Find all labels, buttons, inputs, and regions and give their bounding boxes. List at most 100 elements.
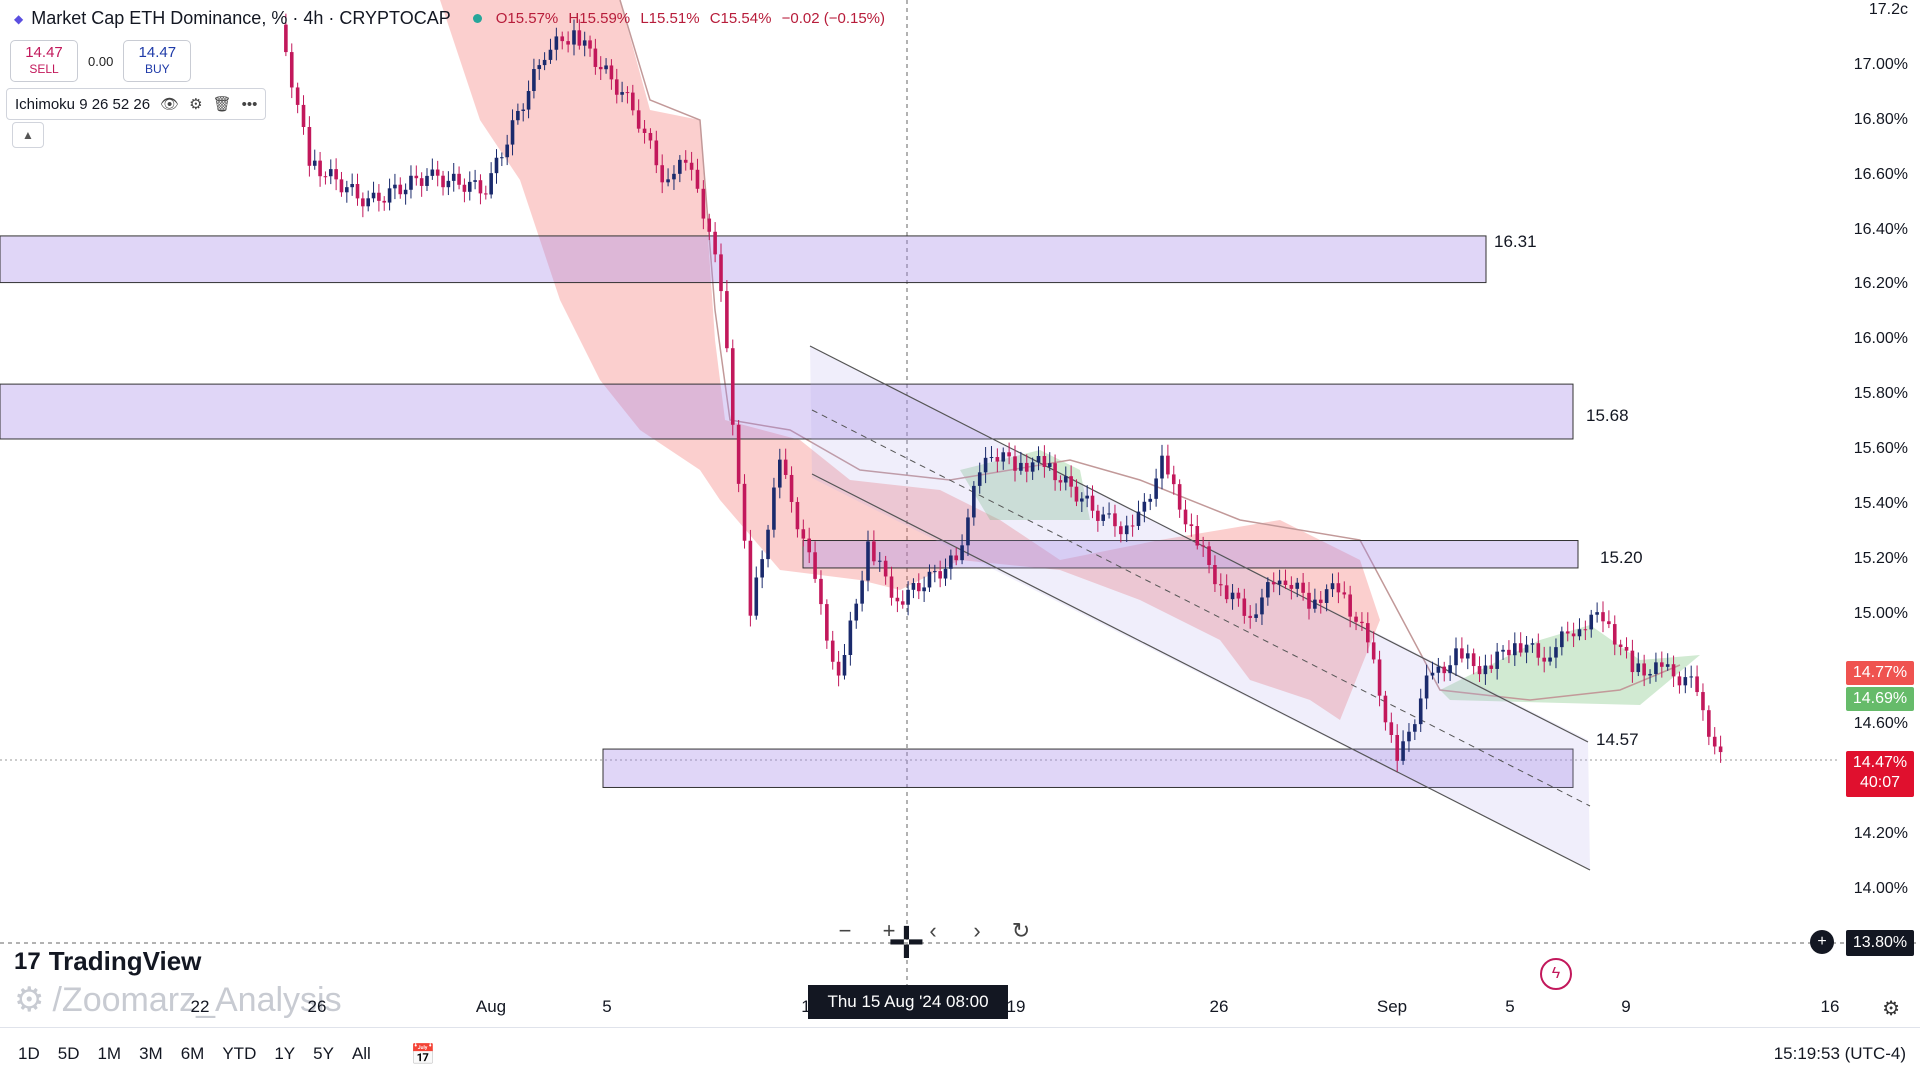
candle-body (598, 66, 603, 70)
eye-icon[interactable]: 👁 (160, 96, 180, 113)
candle-body (572, 30, 576, 45)
range-1y[interactable]: 1Y (274, 1044, 296, 1063)
reset-chart-button[interactable]: ↻ (1011, 918, 1031, 943)
symbol-title[interactable]: Market Cap ETH Dominance, % · 4h · CRYPT… (31, 8, 451, 28)
range-5d[interactable]: 5D (57, 1044, 80, 1063)
candle-body (318, 160, 322, 177)
buy-button[interactable]: 14.47 BUY (123, 40, 192, 82)
clock[interactable]: 15:19:53 (UTC-4) (1773, 1044, 1906, 1063)
calendar-icon[interactable]: 📅 (410, 1043, 436, 1066)
candle-body (1277, 580, 1282, 585)
more-icon[interactable]: ••• (241, 95, 258, 113)
candle-body (1271, 582, 1276, 585)
candle-body (548, 49, 553, 60)
candle-body (1424, 675, 1429, 699)
time-tick: Sep (1376, 997, 1408, 1016)
candle-body (1654, 662, 1658, 674)
candle-body (1318, 599, 1323, 603)
zone-14-57 (602, 748, 1574, 788)
candle-body (813, 552, 817, 579)
settings-icon[interactable]: ⚙ (189, 96, 203, 113)
candle-body (473, 180, 477, 182)
chart-nav-controls: − + ‹ › ↻ (830, 918, 1036, 944)
collapse-legend-button[interactable]: ▲ (12, 122, 44, 148)
candle-body (1053, 463, 1057, 481)
chart-settings-icon[interactable]: ⚙ (1882, 998, 1900, 1020)
candle-body (323, 176, 328, 178)
candle-body (1495, 651, 1499, 669)
candle-body (614, 79, 619, 95)
candle-body (457, 173, 461, 185)
candle-body (1383, 695, 1388, 723)
add-alert-button[interactable]: + (1810, 930, 1834, 954)
candle-body (1471, 653, 1476, 667)
candle-body (1242, 598, 1247, 616)
sell-button[interactable]: 14.47 SELL (10, 40, 78, 82)
range-all[interactable]: All (351, 1044, 371, 1063)
candle-body (689, 162, 694, 170)
candle-body (609, 65, 614, 80)
candle-body (1148, 498, 1153, 502)
candle-body (883, 560, 888, 577)
candle-body (1530, 643, 1535, 645)
candle-body (772, 487, 776, 530)
candle-body (339, 179, 344, 193)
zone-label-15-20: 15.20 (1600, 548, 1643, 567)
candle-body (660, 165, 664, 183)
candle-body (1113, 513, 1117, 527)
candle-body (848, 620, 853, 655)
price-tick: 14.00% (1853, 880, 1908, 897)
zoom-in-button[interactable]: + (882, 918, 896, 943)
range-1d[interactable]: 1D (18, 1044, 40, 1063)
candle-body (938, 571, 942, 579)
candle-body (371, 192, 376, 199)
support-resistance-zones[interactable] (0, 235, 1579, 788)
indicator-legend[interactable]: Ichimoku 9 26 52 26 👁 ⚙ 🗑 ••• (6, 88, 267, 120)
spread-value: 0.00 (88, 53, 114, 69)
trash-icon[interactable]: 🗑 (212, 96, 232, 113)
candle-body (807, 538, 811, 553)
ichimoku-cloud-bearish (440, 0, 1380, 720)
last-price: 14.47% (1852, 754, 1908, 771)
candle-body (801, 529, 806, 539)
candle-body (1042, 456, 1047, 467)
candle-body (1130, 525, 1135, 527)
price-axis[interactable]: 17.2c 17.00% 16.80% 16.60% 16.40% 16.20%… (1840, 0, 1920, 1010)
buy-label: BUY (144, 62, 170, 76)
candle-body (289, 52, 294, 88)
candle-body (877, 560, 882, 562)
lightning-icon[interactable]: ϟ (1540, 958, 1572, 990)
candle-body (620, 92, 624, 95)
candle-body (1160, 455, 1164, 479)
zone-label-14-57: 14.57 (1596, 730, 1639, 749)
candle-body (1069, 476, 1073, 487)
candle-body (577, 30, 582, 46)
time-tick: 16 (1820, 997, 1840, 1016)
candle-body (1142, 501, 1147, 512)
candle-body (1577, 629, 1582, 637)
bar-countdown: 40:07 (1859, 774, 1901, 791)
range-3m[interactable]: 3M (139, 1044, 163, 1063)
candle-body (1119, 526, 1123, 535)
price-tick: 16.00% (1853, 330, 1908, 347)
scroll-right-button[interactable]: › (973, 918, 981, 943)
candle-body (895, 597, 900, 602)
candle-body (872, 541, 876, 562)
candle-body (1407, 731, 1411, 742)
range-5y[interactable]: 5Y (313, 1044, 334, 1063)
range-6m[interactable]: 6M (180, 1044, 205, 1063)
range-1m[interactable]: 1M (97, 1044, 122, 1063)
candle-body (1418, 698, 1423, 725)
watermark-text: /Zoomarz_Analysis (52, 980, 342, 1019)
zoom-out-button[interactable]: − (838, 918, 852, 943)
candle-body (588, 40, 592, 49)
candle-body (1336, 583, 1341, 593)
candle-body (1177, 484, 1182, 510)
scroll-left-button[interactable]: ‹ (929, 918, 937, 943)
diamond-icon: ◆ (14, 11, 24, 26)
candle-body (860, 580, 864, 604)
brand-name: TradingView (48, 946, 202, 976)
range-ytd[interactable]: YTD (222, 1044, 257, 1063)
last-price-label: 14.47% 40:07 (1846, 751, 1914, 797)
